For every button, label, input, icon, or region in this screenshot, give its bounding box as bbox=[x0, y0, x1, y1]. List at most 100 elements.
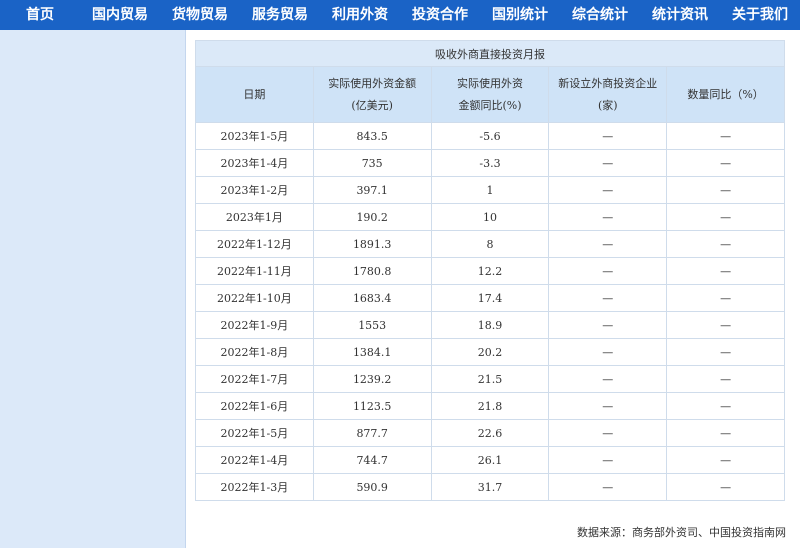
table-cell: 2022年1-12月 bbox=[195, 230, 314, 258]
table-row: 2022年1-12月 1891.3 8— — bbox=[195, 230, 785, 258]
nav-link[interactable]: 利用外资 bbox=[332, 7, 388, 23]
table-cell: 2022年1-6月 bbox=[195, 392, 314, 420]
source-note: 数据来源：商务部外资司、中国投资指南网 bbox=[577, 526, 786, 539]
table-cell: — bbox=[666, 122, 785, 150]
table-body: 2023年1-5月 843.5 -5.6— —2023年1-4月 735 -3.3— —20… bbox=[195, 122, 785, 501]
table-cell: — bbox=[548, 338, 668, 366]
table-cell: — bbox=[548, 257, 668, 285]
header-line: 实际使用外资 bbox=[456, 76, 523, 90]
table-cell: — bbox=[548, 473, 668, 501]
table-row: 2022年1-11月 1780.8 12.2— — bbox=[195, 257, 785, 285]
header-row: 日期 实际使用外资金额 (亿美元) 实际使用外资 金额同比(%) 新设立外商投资企业 (家)… bbox=[195, 66, 785, 123]
data-table: 吸收外商直接投资月报 日期 实际使用外资金额 (亿美元) 实际使用外资 金额同比(%) 新… bbox=[195, 40, 785, 501]
table-cell: — bbox=[666, 419, 785, 447]
table-cell: — bbox=[548, 230, 668, 258]
table-cell: 744.7 bbox=[312, 446, 432, 474]
nav-link[interactable]: 国内贸易 bbox=[92, 7, 148, 23]
table-cell: 1683.4 bbox=[312, 284, 432, 312]
table-cell: 2022年1-7月 bbox=[195, 365, 314, 393]
table-cell: — bbox=[666, 284, 785, 312]
table-cell: 2022年1-11月 bbox=[195, 257, 314, 285]
table-cell: — bbox=[548, 176, 668, 204]
table-cell: — bbox=[666, 392, 785, 420]
table-row: 2023年1-5月 843.5 -5.6— — bbox=[195, 122, 785, 150]
column-header: 新设立外商投资企业 (家) bbox=[548, 66, 668, 123]
header-line: (亿美元) bbox=[351, 98, 393, 112]
table-cell: — bbox=[548, 446, 668, 474]
nav-link[interactable]: 首页 bbox=[26, 7, 54, 23]
table-cell: 21.5 bbox=[430, 365, 550, 393]
table-cell: 20.2 bbox=[430, 338, 550, 366]
nav-link[interactable]: 综合统计 bbox=[572, 7, 628, 23]
table-cell: 1553 bbox=[312, 311, 432, 339]
table-cell: 843.5 bbox=[312, 122, 432, 150]
table-cell: 590.9 bbox=[312, 473, 432, 501]
table-cell: — bbox=[666, 203, 785, 231]
table-cell: 2023年1-4月 bbox=[195, 149, 314, 177]
table-cell: — bbox=[666, 446, 785, 474]
table-row: 2023年1月 190.2 10— — bbox=[195, 203, 785, 231]
table-cell: 2022年1-8月 bbox=[195, 338, 314, 366]
table-cell: 18.9 bbox=[430, 311, 550, 339]
table-cell: -5.6 bbox=[430, 122, 550, 150]
table-cell: 1123.5 bbox=[312, 392, 432, 420]
table-cell: — bbox=[666, 230, 785, 258]
table-cell: 2022年1-5月 bbox=[195, 419, 314, 447]
table-cell: 22.6 bbox=[430, 419, 550, 447]
sidebar bbox=[0, 30, 186, 548]
table-cell: 877.7 bbox=[312, 419, 432, 447]
nav-link[interactable]: 关于我们 bbox=[732, 7, 788, 23]
table-cell: — bbox=[666, 149, 785, 177]
column-header: 数量同比（%） bbox=[666, 66, 785, 123]
table-container: 吸收外商直接投资月报 日期 实际使用外资金额 (亿美元) 实际使用外资 金额同比(%) 新… bbox=[195, 40, 786, 518]
table-cell: 1780.8 bbox=[312, 257, 432, 285]
nav-link[interactable]: 统计资讯 bbox=[652, 7, 708, 23]
table-row: 2022年1-3月 590.9 31.7— — bbox=[195, 473, 785, 501]
table-cell: — bbox=[548, 365, 668, 393]
table-cell: 735 bbox=[312, 149, 432, 177]
table-cell: — bbox=[666, 473, 785, 501]
table-cell: — bbox=[548, 149, 668, 177]
table-cell: — bbox=[548, 311, 668, 339]
table-cell: — bbox=[666, 176, 785, 204]
header-line: 新设立外商投资企业 bbox=[558, 76, 658, 90]
table-cell: 2023年1-5月 bbox=[195, 122, 314, 150]
table-cell: — bbox=[548, 284, 668, 312]
table-row: 2022年1-8月 1384.1 20.2— — bbox=[195, 338, 785, 366]
table-cell: 2022年1-10月 bbox=[195, 284, 314, 312]
nav-link[interactable]: 服务贸易 bbox=[252, 7, 308, 23]
table-row: 2023年1-4月 735 -3.3— — bbox=[195, 149, 785, 177]
table-cell: 2023年1月 bbox=[195, 203, 314, 231]
nav-bar: 首页 国内贸易 货物贸易 服务贸易 利用外资 投资合作 国别统计 综合统计 统计资讯 关于我们 bbox=[0, 0, 800, 30]
table-cell: 2022年1-3月 bbox=[195, 473, 314, 501]
table-cell: — bbox=[548, 419, 668, 447]
header-line: 实际使用外资金额 bbox=[328, 76, 417, 90]
column-header: 实际使用外资 金额同比(%) bbox=[430, 66, 550, 123]
table-cell: — bbox=[548, 392, 668, 420]
nav-link[interactable]: 货物贸易 bbox=[172, 7, 228, 23]
table-row: 2022年1-5月 877.7 22.6— — bbox=[195, 419, 785, 447]
table-cell: 26.1 bbox=[430, 446, 550, 474]
table-cell: — bbox=[666, 311, 785, 339]
table-cell: 2022年1-4月 bbox=[195, 446, 314, 474]
table-cell: 21.8 bbox=[430, 392, 550, 420]
table-row: 2022年1-6月 1123.5 21.8— — bbox=[195, 392, 785, 420]
nav-link[interactable]: 国别统计 bbox=[492, 7, 548, 23]
table-cell: 397.1 bbox=[312, 176, 432, 204]
nav-link[interactable]: 投资合作 bbox=[412, 7, 468, 23]
table-cell: — bbox=[548, 122, 668, 150]
table-cell: 8 bbox=[430, 230, 550, 258]
table-cell: 10 bbox=[430, 203, 550, 231]
table-cell: 31.7 bbox=[430, 473, 550, 501]
table-row: 2023年1-2月 397.1 1— — bbox=[195, 176, 785, 204]
table-cell: — bbox=[666, 257, 785, 285]
table-title: 吸收外商直接投资月报 bbox=[195, 40, 785, 67]
table-cell: 1384.1 bbox=[312, 338, 432, 366]
table-cell: — bbox=[666, 365, 785, 393]
column-header: 实际使用外资金额 (亿美元) bbox=[312, 66, 432, 123]
header-line: (家) bbox=[597, 98, 618, 112]
table-row: 2022年1-4月 744.7 26.1— — bbox=[195, 446, 785, 474]
table-cell: 17.4 bbox=[430, 284, 550, 312]
table-cell: 2023年1-2月 bbox=[195, 176, 314, 204]
